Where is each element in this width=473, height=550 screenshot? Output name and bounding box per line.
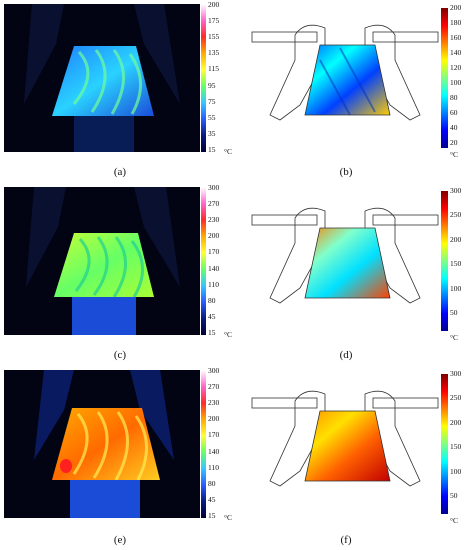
panel-label-b: (b) <box>339 166 353 178</box>
scale-tick-c-0: 300 <box>208 183 220 192</box>
scale-tick-e-3: 200 <box>208 414 220 424</box>
unit-label-d: °C <box>450 333 459 342</box>
scale-tick-e-6: 110 <box>208 462 219 472</box>
scale-tick-a-6: 75 <box>208 96 216 106</box>
scale-tick-a-2: 155 <box>208 32 220 42</box>
scale-tick-f-3: 150 <box>450 442 462 452</box>
unit-label-b: °C <box>450 150 459 159</box>
scale-tick-e-5: 140 <box>208 446 220 456</box>
scale-tick-d-3: 150 <box>450 259 462 269</box>
panel-label-e: (e) <box>113 534 127 546</box>
scale-tick-a-7: 55 <box>208 112 216 122</box>
scale-tick-e-9: 15 <box>208 511 216 520</box>
panel-e: 300 270 230 200 170 140 110 80 45 15 °C (e) <box>0 366 236 550</box>
simulation-image-f <box>250 386 440 496</box>
scale-tick-c-4: 170 <box>208 247 220 257</box>
thermal-image-e <box>4 370 200 518</box>
scale-tick-c-6: 110 <box>208 279 219 289</box>
color-scale-e <box>201 370 206 518</box>
scale-tick-f-0: 300 <box>450 369 462 378</box>
color-scale-b <box>441 8 448 148</box>
scale-tick-b-4: 120 <box>450 63 462 72</box>
scale-tick-a-4: 115 <box>208 64 219 74</box>
scale-tick-f-1: 250 <box>450 393 462 403</box>
color-scale-f <box>441 374 448 514</box>
panel-f: 300 250 200 150 100 50 °C (f) <box>236 366 473 550</box>
scale-tick-b-6: 80 <box>450 93 458 102</box>
scale-tick-c-2: 230 <box>208 215 220 225</box>
scale-tick-b-8: 40 <box>450 123 458 132</box>
scale-tick-a-0: 200 <box>208 0 220 9</box>
scale-tick-a-8: 35 <box>208 128 216 138</box>
scale-tick-c-3: 200 <box>208 231 220 241</box>
unit-label-f: °C <box>450 516 459 525</box>
panel-a: 200 175 155 135 115 95 75 55 35 15 °C (a) <box>0 0 236 183</box>
scale-tick-d-0: 300 <box>450 186 462 195</box>
panel-d: 300 250 200 150 100 50 °C (d) <box>236 183 473 366</box>
scale-tick-b-7: 60 <box>450 108 458 117</box>
scale-tick-e-1: 270 <box>208 382 220 392</box>
scale-tick-c-5: 140 <box>208 263 220 273</box>
scale-tick-a-5: 95 <box>208 80 216 90</box>
thermal-image-a <box>4 4 200 152</box>
scale-tick-b-9: 20 <box>450 138 458 147</box>
thermal-image-c <box>4 187 200 335</box>
scale-tick-e-2: 230 <box>208 398 220 408</box>
scale-tick-e-8: 45 <box>208 494 216 504</box>
scale-tick-b-1: 180 <box>450 18 462 27</box>
scale-tick-c-9: 15 <box>208 328 216 337</box>
panel-c: 300 270 230 200 170 140 110 80 45 15 °C (c) <box>0 183 236 366</box>
scale-tick-d-2: 200 <box>450 234 462 244</box>
scale-tick-b-5: 100 <box>450 78 462 87</box>
scale-tick-a-3: 135 <box>208 48 220 58</box>
scale-tick-a-9: 15 <box>208 145 216 154</box>
scale-tick-f-4: 100 <box>450 466 462 476</box>
scale-tick-c-8: 45 <box>208 311 216 321</box>
scale-tick-b-3: 140 <box>450 48 462 57</box>
panel-label-f: (f) <box>340 534 352 546</box>
panel-label-d: (d) <box>339 349 353 361</box>
scale-tick-a-1: 175 <box>208 16 220 26</box>
panel-label-c: (c) <box>113 349 127 361</box>
unit-label-e: °C <box>224 513 233 522</box>
scale-tick-e-7: 80 <box>208 478 216 488</box>
scale-tick-d-1: 250 <box>450 210 462 220</box>
scale-tick-d-4: 100 <box>450 283 462 293</box>
scale-tick-c-7: 80 <box>208 295 216 305</box>
scale-tick-e-0: 300 <box>208 366 220 375</box>
panel-b: 200 180 160 140 120 100 80 60 40 20 °C (b) <box>236 0 473 183</box>
unit-label-a: °C <box>224 147 233 156</box>
scale-tick-b-0: 200 <box>450 3 462 12</box>
scale-tick-c-1: 270 <box>208 199 220 209</box>
scale-tick-e-4: 170 <box>208 430 220 440</box>
simulation-image-b <box>250 20 440 130</box>
scale-tick-f-2: 200 <box>450 417 462 427</box>
simulation-image-d <box>250 203 440 313</box>
panel-label-a: (a) <box>113 166 127 178</box>
scale-tick-f-5: 50 <box>450 491 458 500</box>
unit-label-c: °C <box>224 330 233 339</box>
color-scale-c <box>201 187 206 335</box>
scale-tick-b-2: 160 <box>450 33 462 42</box>
color-scale-a <box>201 4 206 152</box>
scale-tick-d-5: 50 <box>450 308 458 317</box>
color-scale-d <box>441 191 448 331</box>
